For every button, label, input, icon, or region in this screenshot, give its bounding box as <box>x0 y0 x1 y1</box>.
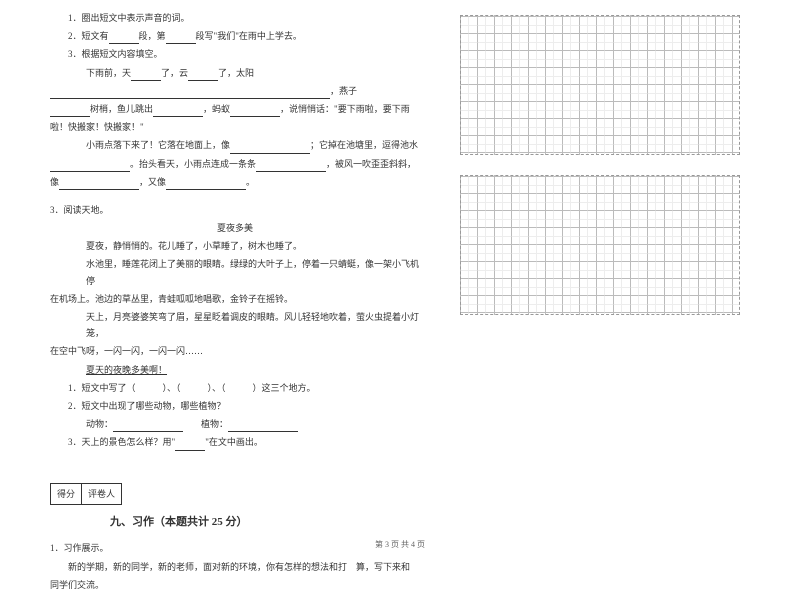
fill-line5: 小雨点落下来了！它落在地面上，像；它掉在池塘里，逗得池水 <box>50 137 420 153</box>
fill-line2: ，燕子 <box>50 83 420 99</box>
fill-line4: 啦！快搬家！快搬家！" <box>50 119 420 135</box>
score-box: 得分 评卷人 <box>50 483 122 505</box>
sub2-fill: 动物： 植物： <box>50 416 420 432</box>
p2: 水池里，睡莲花闭上了美丽的眼睛。绿绿的大叶子上，停着一只蜻蜓，像一架小飞机停 <box>50 256 420 288</box>
fill-line1: 下雨前，天了，云了，太阳 <box>50 65 420 81</box>
sub3: 3．天上的景色怎么样？用""在文中画出。 <box>50 434 420 450</box>
fill-line3: 树梢，鱼儿跳出，蚂蚁，说悄悄话："要下雨啦，要下雨 <box>50 101 420 117</box>
sub1: 1．短文中写了（ ）、（ ）、（ ）这三个地方。 <box>50 380 420 396</box>
blank <box>109 34 139 44</box>
right-column <box>460 10 770 595</box>
page-footer: 第 3 页 共 4 页 <box>0 539 800 550</box>
blank <box>166 34 196 44</box>
writing-body2: 同学们交流。 <box>50 577 420 593</box>
left-column: 1．圈出短文中表示声音的词。 2．短文有段，第段写"我们"在雨中上学去。 3．根… <box>50 10 420 595</box>
q1-item3: 3．根据短文内容填空。 <box>50 46 420 62</box>
writing-body: 新的学期，新的同学，新的老师，面对新的环境，你有怎样的想法和打 算，写下来和 <box>50 559 420 575</box>
fill-line6: 。抬头看天，小雨点连成一条条，被风一吹歪歪斜斜， <box>50 156 420 172</box>
q1-item1: 1．圈出短文中表示声音的词。 <box>50 10 420 26</box>
section-9-title: 九、习作（本题共计 25 分） <box>110 513 420 533</box>
grader-label: 评卷人 <box>82 484 121 504</box>
sub2: 2．短文中出现了哪些动物，哪些植物？ <box>50 398 420 414</box>
writing-grid-2 <box>460 175 740 315</box>
p4: 夏天的夜晚多美啊！ <box>50 362 420 378</box>
writing-grid-1 <box>460 15 740 155</box>
score-label: 得分 <box>51 484 82 504</box>
p1: 夏夜，静悄悄的。花儿睡了，小草睡了，树木也睡了。 <box>50 238 420 254</box>
reading-title: 夏夜多美 <box>50 220 420 236</box>
p3b: 在空中飞呀，一闪一闪，一闪一闪…… <box>50 343 420 359</box>
p2b: 在机场上。池边的草丛里，青蛙呱呱地唱歌，金铃子在摇铃。 <box>50 291 420 307</box>
fill-line7: 像，又像。 <box>50 174 420 190</box>
q3-header: 3．阅读天地。 <box>50 202 420 218</box>
p3: 天上，月亮婆婆笑弯了眉，星星眨着调皮的眼睛。风儿轻轻地吹着，萤火虫提着小灯笼， <box>50 309 420 341</box>
q1-item2: 2．短文有段，第段写"我们"在雨中上学去。 <box>50 28 420 44</box>
